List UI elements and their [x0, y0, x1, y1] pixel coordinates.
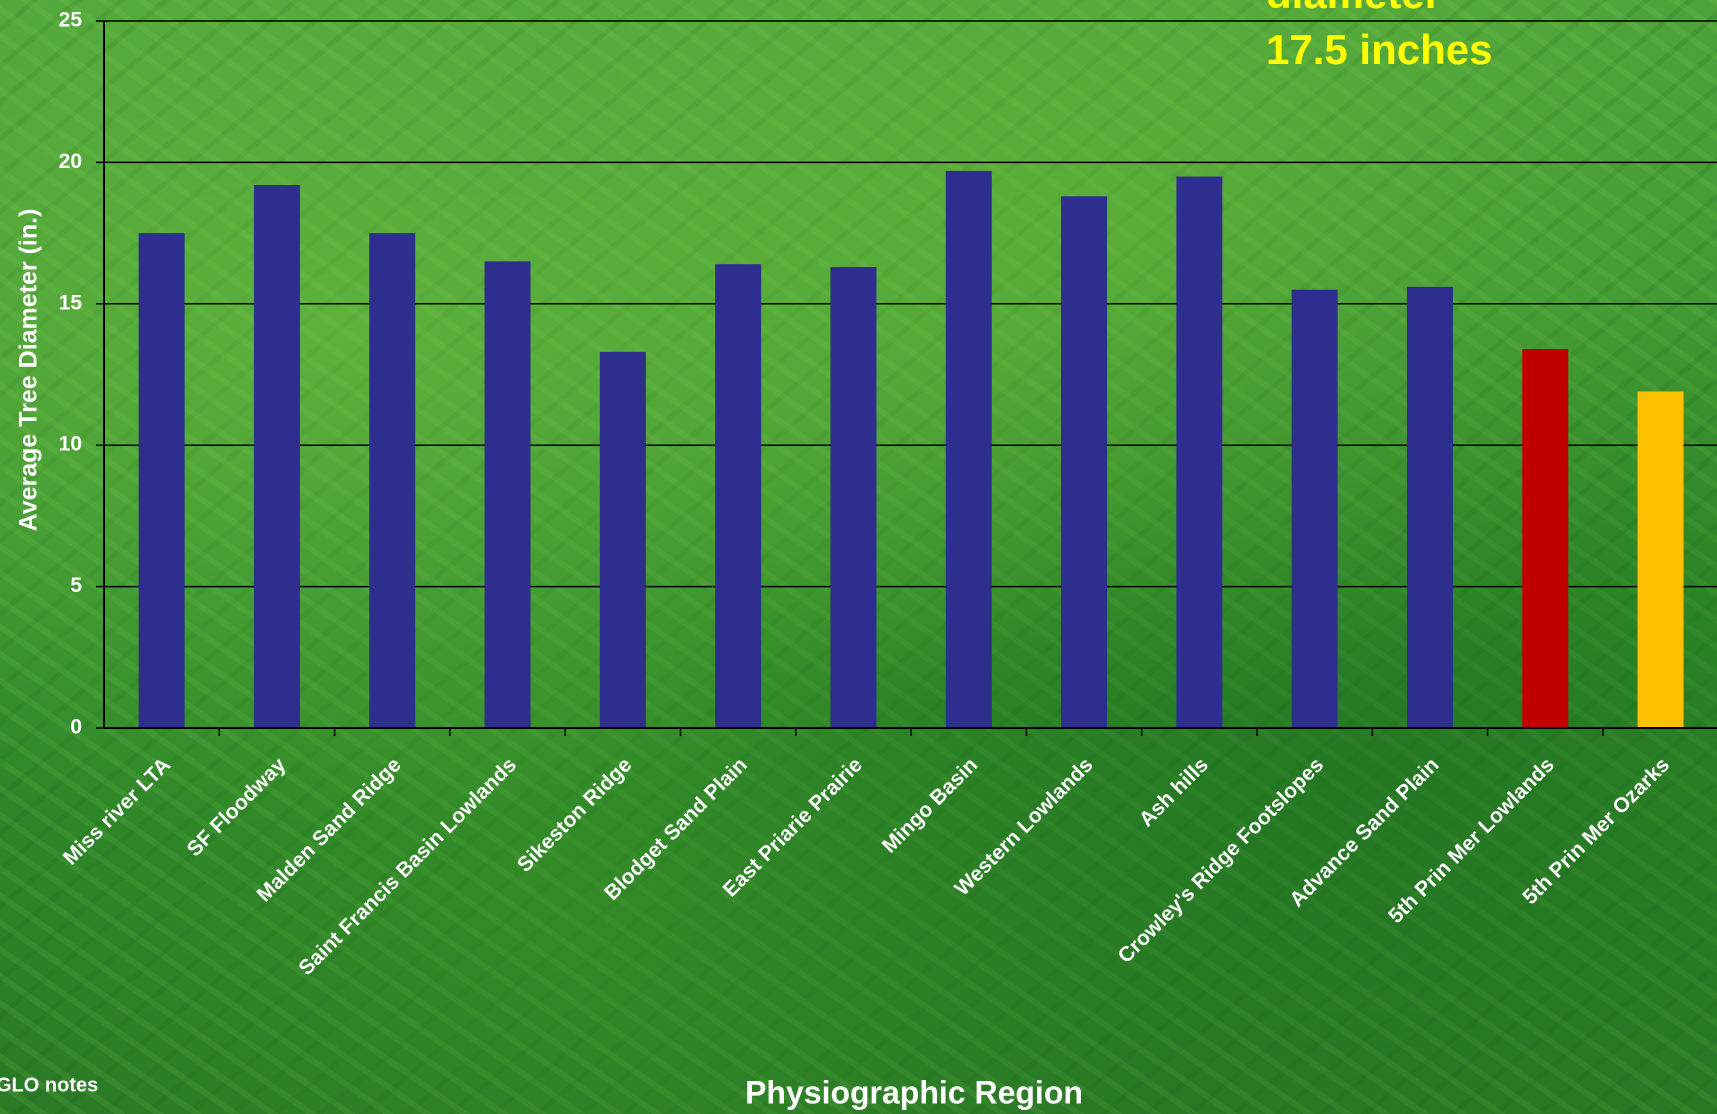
bar: [484, 261, 531, 728]
annotation: 17.5 inches: [1266, 26, 1492, 73]
x-tick-label: Crowley's Ridge Footslopes: [1114, 753, 1329, 968]
bar: [1522, 349, 1569, 728]
x-tick-label: Saint Francis Basin Lowlands: [294, 753, 521, 980]
annotation: diameter: [1266, 0, 1441, 17]
y-tick-label: 20: [59, 150, 82, 173]
bar: [1291, 289, 1338, 728]
bar: [1176, 176, 1223, 729]
source-note: GLO notes: [0, 1074, 98, 1096]
x-tick-label: SF Floodway: [183, 753, 291, 861]
bar: [715, 264, 762, 728]
y-axis-label: Average Tree Diameter (in.): [15, 209, 43, 532]
bar: [253, 185, 300, 729]
bar: [369, 233, 416, 728]
x-axis-label: Physiographic Region: [745, 1074, 1083, 1110]
bar: [599, 351, 646, 728]
bar: [945, 170, 992, 728]
bar: [1637, 391, 1684, 728]
bar: [1061, 196, 1108, 728]
y-tick-label: 15: [59, 291, 83, 314]
x-tick-label: Sikeston Ridge: [513, 753, 637, 877]
bar: [1406, 286, 1453, 728]
y-tick-label: 0: [70, 716, 82, 739]
bar: [830, 267, 877, 728]
y-tick-label: 25: [59, 9, 83, 32]
x-tick-label: Ash hills: [1135, 753, 1213, 831]
y-tick-label: 5: [70, 574, 82, 597]
x-tick-label: Mingo Basin: [878, 753, 983, 858]
y-tick-label: 10: [59, 433, 82, 456]
x-tick-label: Miss river LTA: [59, 753, 175, 869]
bar: [138, 233, 185, 728]
